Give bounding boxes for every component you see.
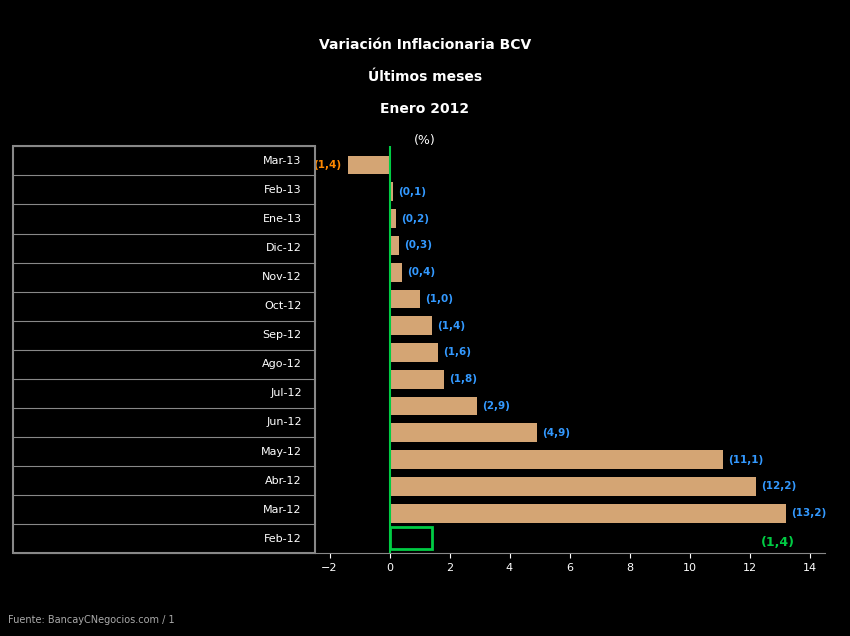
Text: Feb-12: Feb-12 [264,534,302,544]
Bar [389,477,756,495]
Text: (0,3): (0,3) [405,240,433,251]
Text: Últimos meses: Últimos meses [368,70,482,84]
Text: Variación Inflacionaria BCV: Variación Inflacionaria BCV [319,38,531,52]
Bar [389,236,399,255]
Text: (1,4): (1,4) [761,536,795,549]
Text: Ene-13: Ene-13 [263,214,302,224]
Text: (2,9): (2,9) [483,401,510,411]
Text: Mar-13: Mar-13 [264,156,302,166]
Text: (1,0): (1,0) [426,294,454,304]
Text: Oct-12: Oct-12 [264,301,302,311]
Text: (1,6): (1,6) [444,347,472,357]
Bar [389,316,432,335]
Text: (0,4): (0,4) [407,267,435,277]
Text: (1,8): (1,8) [450,374,478,384]
Text: Dic-12: Dic-12 [266,243,302,253]
Bar [389,263,401,282]
Text: (11,1): (11,1) [728,455,764,464]
Text: (4,9): (4,9) [542,428,570,438]
Text: (1,4): (1,4) [314,160,342,170]
Text: (12,2): (12,2) [762,481,796,492]
Bar [389,504,785,523]
Bar [389,343,438,362]
Text: (%): (%) [414,134,436,146]
Text: Ago-12: Ago-12 [262,359,302,370]
Bar [389,209,395,228]
Bar [389,289,420,308]
Text: (1,4): (1,4) [438,321,466,331]
Text: Nov-12: Nov-12 [262,272,302,282]
Bar [389,424,536,442]
Text: (0,1): (0,1) [399,187,427,197]
Text: Jul-12: Jul-12 [270,389,302,398]
Text: Mar-12: Mar-12 [264,505,302,515]
Bar [389,450,722,469]
Text: (0,2): (0,2) [401,214,429,224]
Text: Enero 2012: Enero 2012 [381,102,469,116]
Bar [389,370,444,389]
Text: Jun-12: Jun-12 [266,417,302,427]
Text: May-12: May-12 [261,446,302,457]
Bar [389,527,432,550]
Bar [389,183,393,201]
Text: Abr-12: Abr-12 [265,476,302,486]
Bar [389,397,477,415]
Text: Sep-12: Sep-12 [263,330,302,340]
Text: (13,2): (13,2) [791,508,827,518]
Text: Feb-13: Feb-13 [264,185,302,195]
Bar [348,156,389,174]
Text: Fuente: BancayCNegocios.com / 1: Fuente: BancayCNegocios.com / 1 [8,615,175,625]
